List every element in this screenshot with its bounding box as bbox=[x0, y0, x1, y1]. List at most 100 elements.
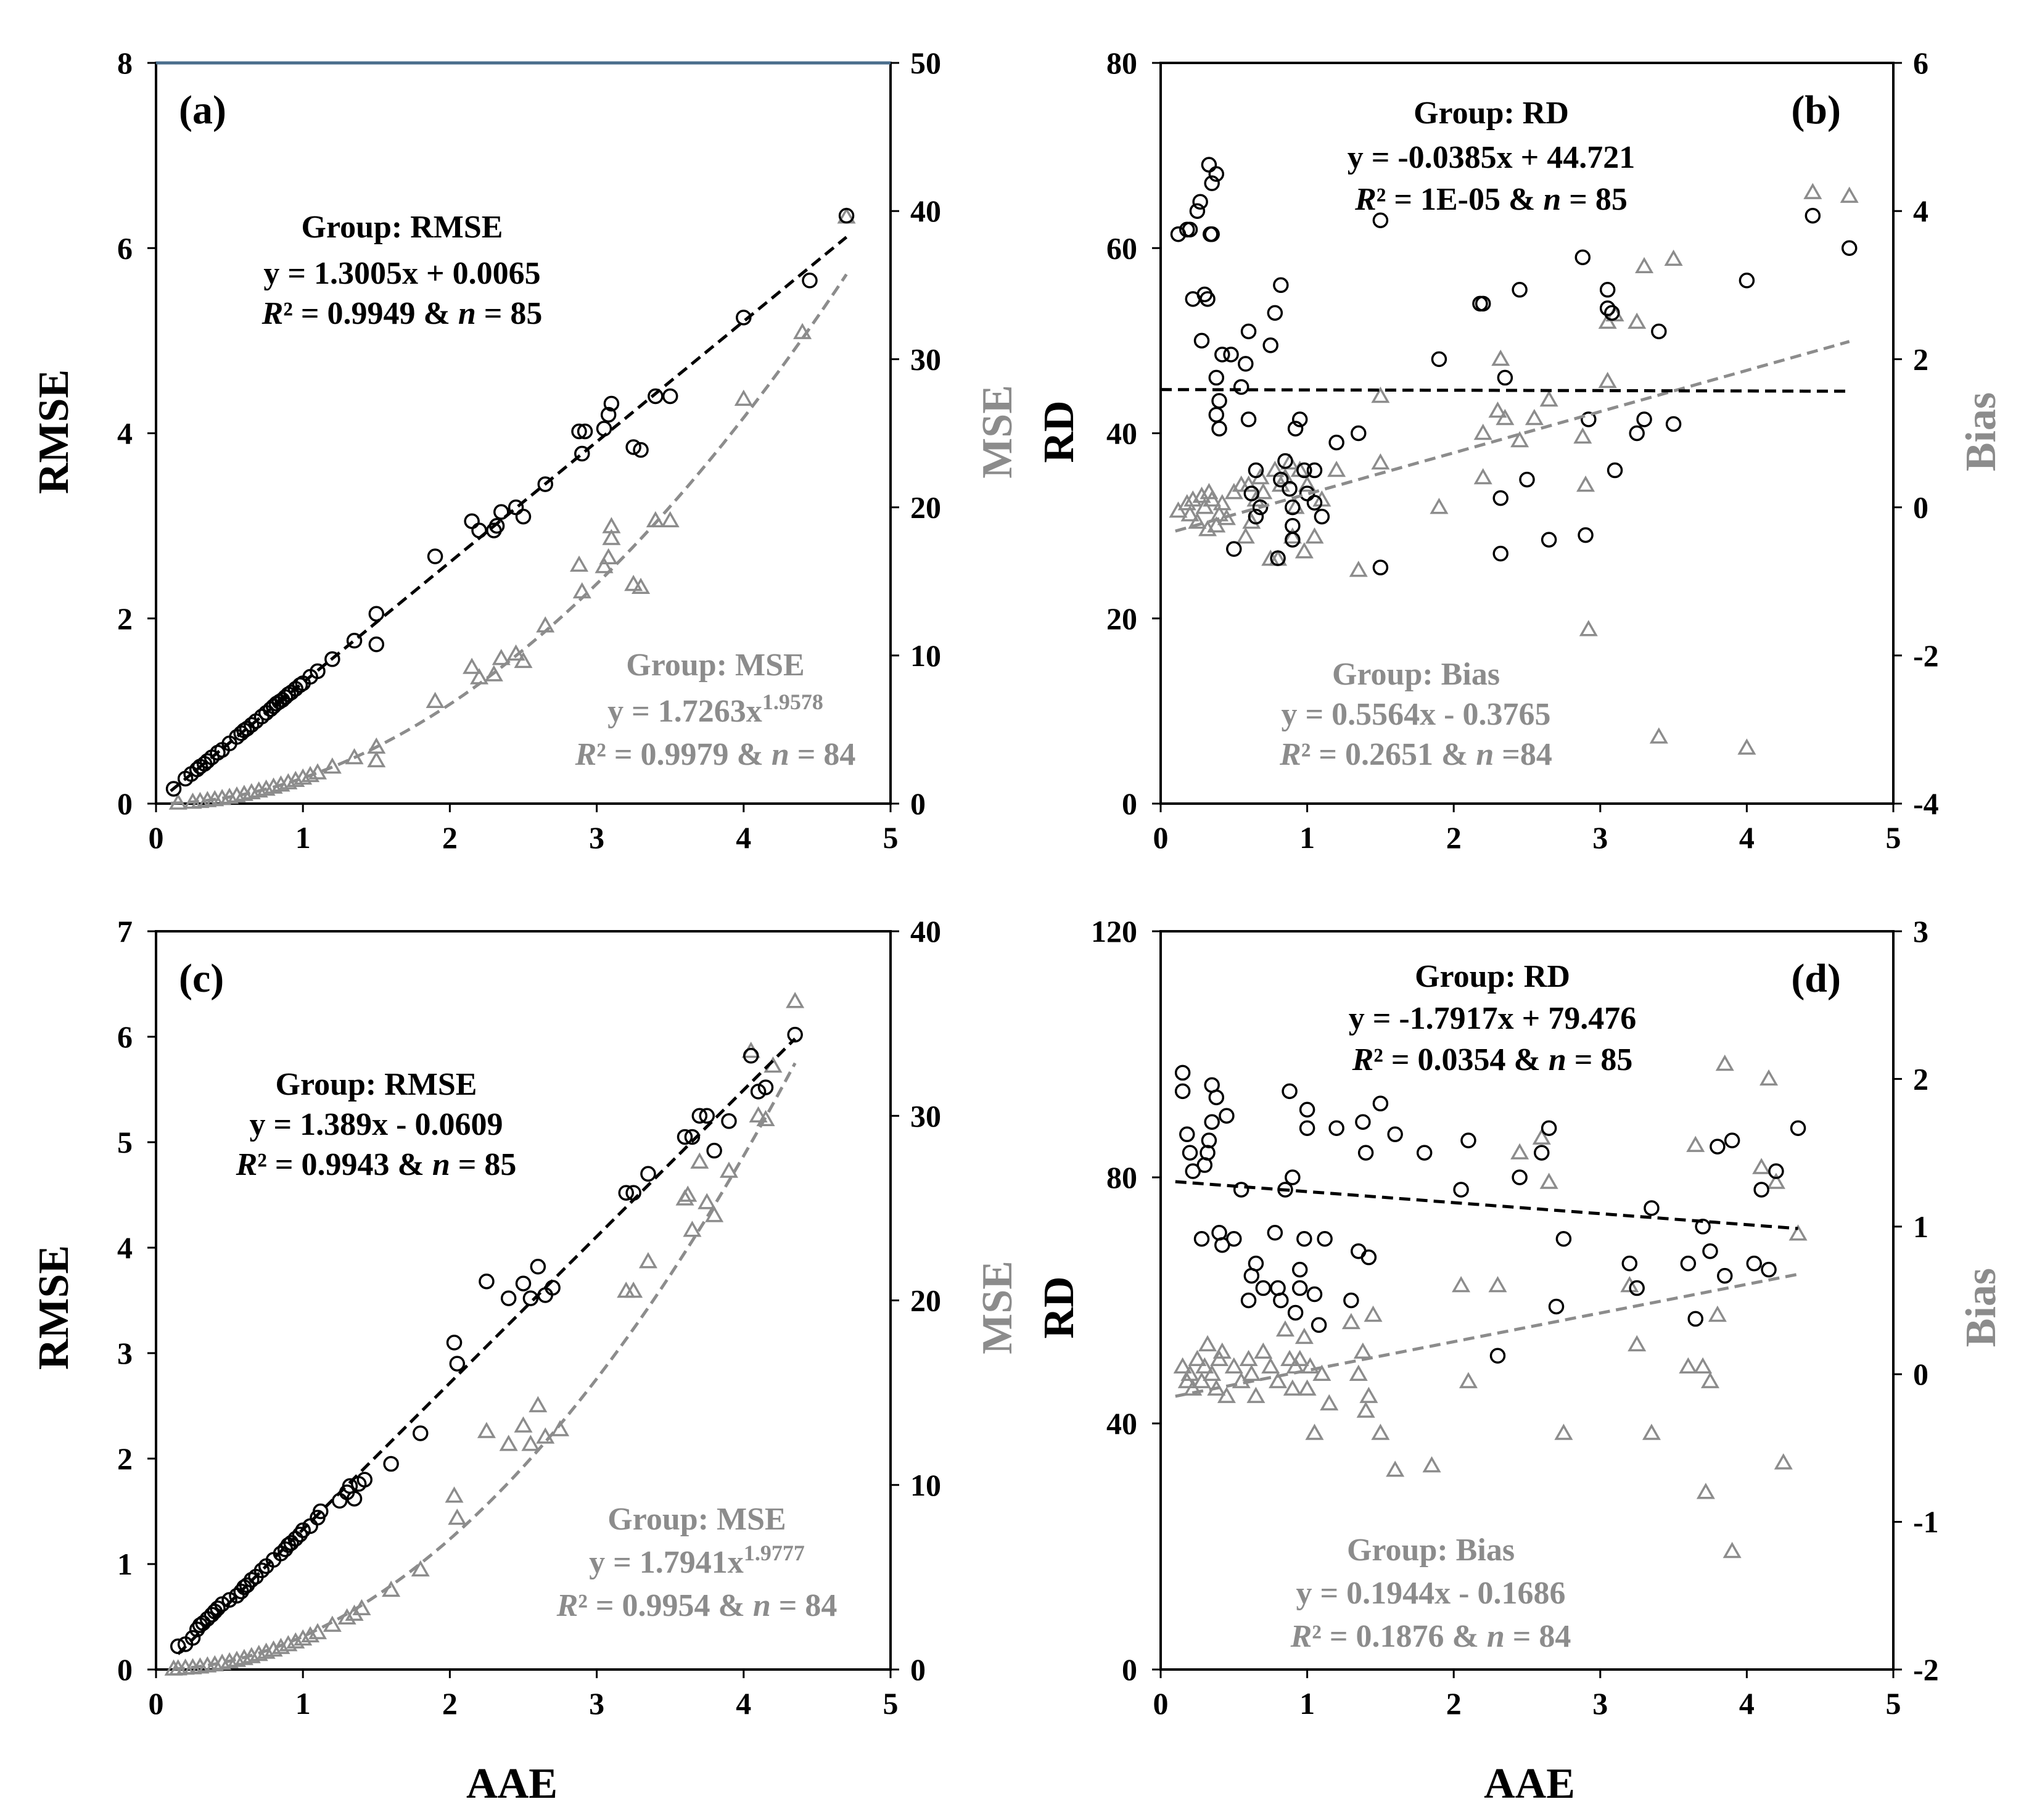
right-series-point bbox=[599, 548, 618, 565]
left-series-point bbox=[413, 1425, 429, 1441]
left-series-point bbox=[184, 1629, 201, 1646]
left-series-point bbox=[1193, 332, 1210, 349]
left-series-point bbox=[1578, 527, 1594, 543]
right-series-point bbox=[1539, 1172, 1558, 1189]
right-series-point bbox=[602, 529, 621, 545]
left-series-point bbox=[1226, 1231, 1242, 1247]
left-series-point bbox=[1328, 1120, 1344, 1136]
left-series-point bbox=[1233, 1182, 1249, 1198]
y-right-tick-label: 50 bbox=[910, 46, 941, 80]
left-series-point bbox=[1296, 1231, 1312, 1247]
left-series-point bbox=[1687, 1311, 1703, 1327]
left-series-point bbox=[1644, 1200, 1660, 1216]
right-series-point bbox=[514, 1416, 533, 1433]
right-series-point bbox=[1177, 494, 1196, 511]
left-fit-r2: R² = 0.9949 & n = 85 bbox=[261, 296, 543, 331]
y-left-tick-label: 0 bbox=[117, 786, 133, 821]
left-series-point bbox=[493, 504, 509, 520]
right-series-point bbox=[1356, 1401, 1375, 1418]
right-series-point bbox=[1510, 430, 1529, 448]
left-series-point bbox=[1805, 207, 1821, 224]
left-series-point bbox=[1277, 453, 1293, 469]
y-left-tick-label: 120 bbox=[1091, 914, 1137, 949]
left-series-point bbox=[368, 606, 385, 622]
right-series-point bbox=[1679, 1357, 1698, 1373]
left-series-point bbox=[446, 1335, 463, 1351]
left-series-point bbox=[1201, 1132, 1217, 1148]
right-series-point bbox=[1554, 1423, 1573, 1440]
right-series-point bbox=[1195, 1357, 1214, 1373]
y-left-tick-label: 80 bbox=[1106, 46, 1137, 80]
left-series-point bbox=[1306, 462, 1323, 479]
left-series-point bbox=[1739, 273, 1755, 289]
left-fit-equation: y = 1.3005x + 0.0065 bbox=[263, 256, 540, 291]
right-fit-equation: y = 1.7263x1.9578 bbox=[607, 690, 823, 729]
left-series-point bbox=[1200, 1145, 1216, 1161]
left-series-point bbox=[648, 388, 664, 405]
left-series-point bbox=[1702, 1243, 1718, 1259]
y-left-axis-label: RD bbox=[1035, 1276, 1083, 1338]
x-tick-label: 2 bbox=[1446, 820, 1462, 855]
right-series-point bbox=[1290, 1349, 1309, 1367]
right-group-title: Group: Bias bbox=[1347, 1533, 1515, 1568]
right-series-point bbox=[1576, 476, 1595, 492]
y-right-axis-label: Bias bbox=[1957, 392, 2005, 471]
right-series-point bbox=[1261, 1357, 1280, 1373]
right-series-point bbox=[1371, 1423, 1390, 1440]
left-series-point bbox=[1710, 1139, 1726, 1155]
left-fit-r2: R² = 0.0354 & n = 85 bbox=[1352, 1042, 1633, 1077]
x-axis-label: AAE bbox=[466, 1760, 558, 1808]
right-series-point bbox=[570, 555, 589, 572]
x-tick-label: 4 bbox=[736, 820, 751, 855]
left-series-point bbox=[1192, 194, 1208, 210]
right-series-point bbox=[551, 1420, 570, 1436]
panel-label: (c) bbox=[179, 956, 224, 1001]
right-series-point bbox=[1532, 1128, 1551, 1145]
left-series-point bbox=[1282, 480, 1298, 497]
x-tick-label: 1 bbox=[1299, 820, 1315, 855]
left-series-point bbox=[1240, 1292, 1257, 1309]
right-series-point bbox=[1364, 1305, 1383, 1322]
left-series-point bbox=[1790, 1120, 1806, 1136]
left-series-point bbox=[244, 717, 260, 733]
right-series-point bbox=[1353, 1342, 1372, 1359]
right-trend-line bbox=[170, 273, 848, 805]
right-fit-equation: y = 0.5564x - 0.3765 bbox=[1282, 697, 1551, 732]
left-series-point bbox=[1277, 1182, 1293, 1198]
right-series-point bbox=[1491, 349, 1510, 366]
right-series-point bbox=[1708, 1305, 1727, 1322]
right-trend-line bbox=[1175, 340, 1850, 533]
right-series-point bbox=[1430, 498, 1449, 514]
x-tick-label: 3 bbox=[589, 820, 604, 855]
y-left-tick-label: 1 bbox=[117, 1547, 133, 1581]
right-series-point bbox=[1242, 1364, 1261, 1381]
y-left-tick-label: 0 bbox=[1122, 1652, 1137, 1687]
x-tick-label: 5 bbox=[1886, 820, 1901, 855]
left-trend-line bbox=[1175, 1180, 1798, 1230]
left-series-point bbox=[1665, 416, 1682, 432]
x-tick-label: 4 bbox=[736, 1686, 751, 1721]
left-series-point bbox=[757, 1079, 774, 1095]
y-left-tick-label: 20 bbox=[1106, 601, 1137, 636]
left-series-point bbox=[515, 1275, 532, 1291]
x-axis-label: AAE bbox=[1484, 1760, 1575, 1808]
y-right-tick-label: 4 bbox=[1913, 194, 1928, 228]
right-series-point bbox=[1341, 1312, 1360, 1330]
left-series-point bbox=[1497, 369, 1513, 386]
left-series-point bbox=[1273, 277, 1289, 294]
right-series-point bbox=[1573, 427, 1592, 444]
right-series-point bbox=[1275, 1320, 1294, 1337]
left-series-point bbox=[1431, 351, 1447, 368]
right-series-point bbox=[786, 992, 805, 1008]
right-series-point bbox=[448, 1509, 467, 1525]
y-left-tick-label: 4 bbox=[117, 416, 133, 451]
right-fit-equation: y = 0.1944x - 0.1686 bbox=[1296, 1576, 1566, 1611]
left-series-point bbox=[1255, 1280, 1272, 1296]
left-series-point bbox=[1372, 559, 1389, 575]
panel-b: 0 1 2 3 4 5 0 20 40 60 80 -4 -2 0 2 4 6 RD Bias (b) Group: R… bbox=[1035, 46, 2005, 855]
left-series-point bbox=[838, 207, 855, 224]
left-series-point bbox=[1599, 282, 1616, 298]
left-fit-equation: y = 1.389x - 0.0609 bbox=[250, 1107, 503, 1142]
right-series-point bbox=[1283, 1379, 1302, 1396]
